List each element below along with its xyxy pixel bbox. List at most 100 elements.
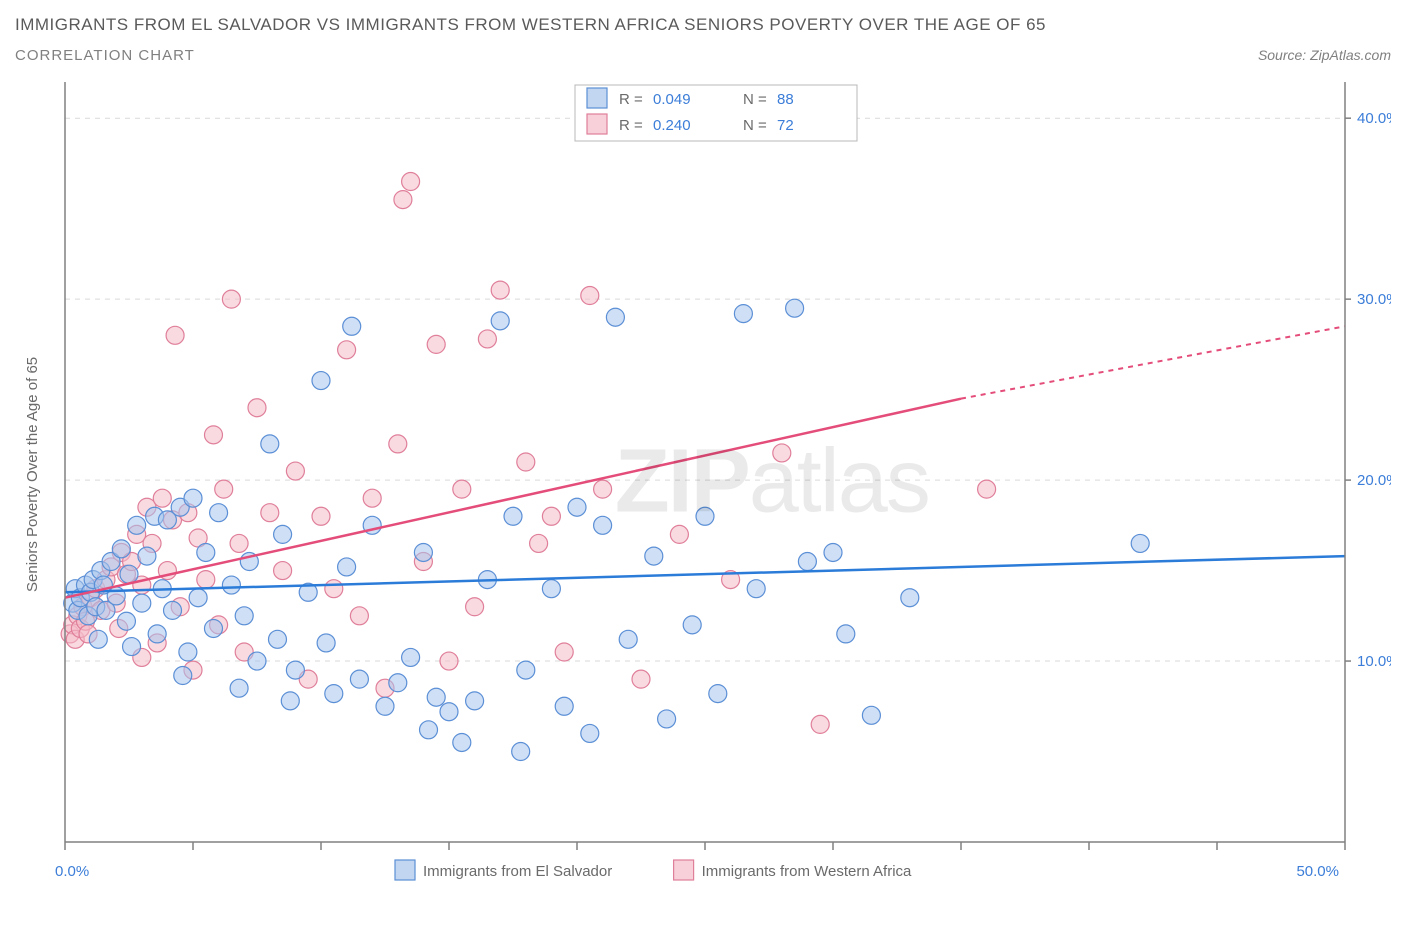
legend-bottom-swatch: [674, 860, 694, 880]
scatter-point-a: [491, 312, 509, 330]
scatter-point-a: [786, 299, 804, 317]
scatter-point-a: [606, 308, 624, 326]
scatter-point-a: [453, 733, 471, 751]
scatter-point-b: [197, 571, 215, 589]
scatter-point-a: [376, 697, 394, 715]
scatter-point-a: [542, 580, 560, 598]
scatter-point-a: [402, 648, 420, 666]
scatter-point-a: [133, 594, 151, 612]
scatter-point-a: [179, 643, 197, 661]
y-axis-title: Seniors Poverty Over the Age of 65: [24, 357, 41, 592]
scatter-point-a: [117, 612, 135, 630]
legend-n-value: 72: [777, 117, 794, 134]
scatter-point-b: [274, 562, 292, 580]
scatter-point-a: [440, 703, 458, 721]
scatter-point-a: [210, 504, 228, 522]
scatter-point-b: [204, 426, 222, 444]
scatter-point-a: [230, 679, 248, 697]
scatter-point-a: [128, 516, 146, 534]
legend-swatch: [587, 114, 607, 134]
scatter-point-a: [798, 553, 816, 571]
scatter-chart-svg: 10.0% 20.0% 30.0% 40.0% 0.0% 50.0% Seniors Pov…: [15, 72, 1391, 892]
scatter-point-a: [594, 516, 612, 534]
scatter-point-a: [747, 580, 765, 598]
legend-stats-box: [575, 85, 857, 141]
scatter-point-a: [123, 638, 141, 656]
scatter-point-b: [542, 507, 560, 525]
y-tick-label: 30.0%: [1357, 291, 1391, 308]
scatter-point-a: [901, 589, 919, 607]
scatter-point-a: [317, 634, 335, 652]
x-tick-label-min: 0.0%: [55, 863, 89, 880]
scatter-point-b: [286, 462, 304, 480]
scatter-point-a: [466, 692, 484, 710]
scatter-point-a: [658, 710, 676, 728]
scatter-point-a: [89, 630, 107, 648]
legend-bottom-swatch: [395, 860, 415, 880]
scatter-point-a: [1131, 534, 1149, 552]
scatter-point-b: [261, 504, 279, 522]
scatter-point-a: [286, 661, 304, 679]
legend-n-label: N =: [743, 91, 767, 108]
x-tick-label-max: 50.0%: [1296, 863, 1339, 880]
scatter-point-b: [153, 489, 171, 507]
chart-subtitle: CORRELATION CHART: [15, 47, 195, 64]
scatter-point-b: [530, 534, 548, 552]
legend-r-label: R =: [619, 117, 643, 134]
scatter-point-b: [166, 326, 184, 344]
chart-title: IMMIGRANTS FROM EL SALVADOR VS IMMIGRANT…: [15, 15, 1391, 35]
scatter-point-b: [466, 598, 484, 616]
scatter-point-a: [112, 540, 130, 558]
legend-r-label: R =: [619, 91, 643, 108]
scatter-point-a: [148, 625, 166, 643]
legend-r-value: 0.240: [653, 117, 691, 134]
scatter-point-b: [811, 715, 829, 733]
scatter-point-b: [394, 191, 412, 209]
y-tick-label: 40.0%: [1357, 110, 1391, 127]
scatter-point-a: [343, 317, 361, 335]
trendline-b-extrapolated: [961, 326, 1345, 398]
scatter-point-a: [824, 543, 842, 561]
y-tick-label: 20.0%: [1357, 472, 1391, 489]
scatter-point-a: [120, 565, 138, 583]
scatter-point-a: [268, 630, 286, 648]
scatter-point-a: [164, 601, 182, 619]
scatter-point-a: [184, 489, 202, 507]
scatter-point-a: [555, 697, 573, 715]
scatter-point-a: [683, 616, 701, 634]
legend-n-label: N =: [743, 117, 767, 134]
source-label: Source:: [1258, 47, 1306, 63]
scatter-point-a: [414, 543, 432, 561]
source-credit: Source: ZipAtlas.com: [1258, 47, 1391, 63]
scatter-point-b: [632, 670, 650, 688]
scatter-point-b: [453, 480, 471, 498]
scatter-point-b: [389, 435, 407, 453]
scatter-point-a: [734, 305, 752, 323]
scatter-point-a: [189, 589, 207, 607]
scatter-point-b: [230, 534, 248, 552]
scatter-point-a: [325, 685, 343, 703]
scatter-point-b: [670, 525, 688, 543]
legend-bottom-label: Immigrants from Western Africa: [702, 863, 912, 880]
scatter-point-a: [338, 558, 356, 576]
scatter-point-a: [174, 667, 192, 685]
scatter-point-a: [512, 743, 530, 761]
scatter-point-a: [261, 435, 279, 453]
scatter-point-a: [645, 547, 663, 565]
scatter-point-b: [773, 444, 791, 462]
scatter-point-b: [338, 341, 356, 359]
scatter-point-a: [504, 507, 522, 525]
legend-bottom-label: Immigrants from El Salvador: [423, 863, 612, 880]
scatter-point-b: [478, 330, 496, 348]
scatter-point-a: [696, 507, 714, 525]
y-tick-label: 10.0%: [1357, 653, 1391, 670]
scatter-point-a: [427, 688, 445, 706]
scatter-point-b: [222, 290, 240, 308]
legend-swatch: [587, 88, 607, 108]
scatter-point-a: [138, 547, 156, 565]
scatter-point-a: [709, 685, 727, 703]
scatter-point-b: [581, 287, 599, 305]
scatter-point-b: [427, 335, 445, 353]
scatter-point-b: [517, 453, 535, 471]
scatter-point-b: [978, 480, 996, 498]
